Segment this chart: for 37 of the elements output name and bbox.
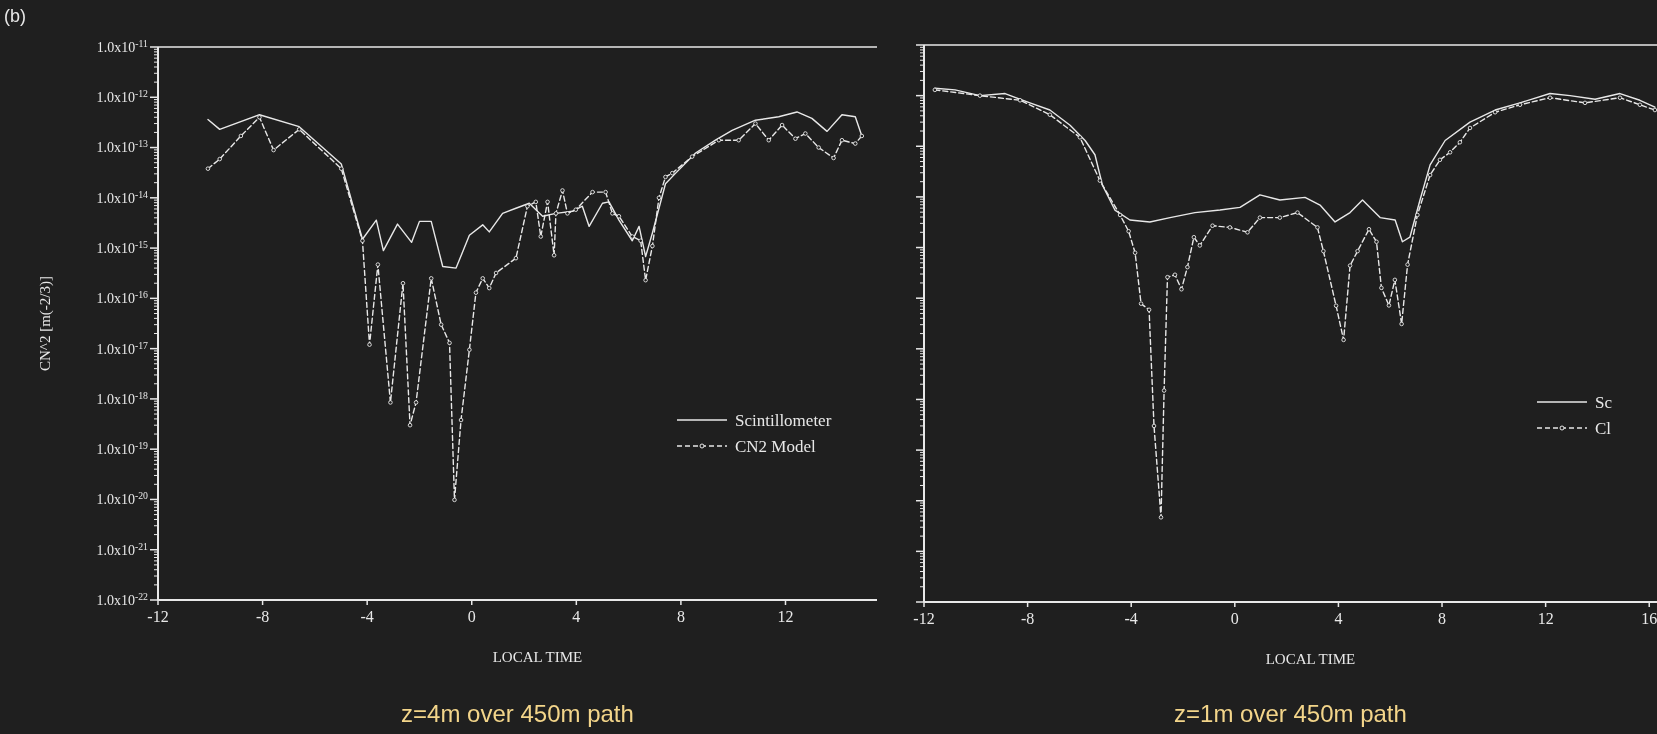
text: (b) (4, 6, 26, 26)
x-tick-label: 16 (1641, 610, 1657, 627)
text: z=1m over 450m path (1174, 700, 1407, 727)
legend-label: Sc (1595, 392, 1613, 412)
x-tick-label: -12 (913, 610, 935, 627)
x-tick-label: 12 (777, 608, 794, 625)
y-tick-label: 1.0x10$^{-22}$ (96, 590, 149, 608)
y-tick-label: 1.0x10$^{-15}$ (96, 238, 149, 256)
x-tick-label: 0 (1230, 610, 1239, 627)
x-tick-label: -12 (147, 608, 169, 625)
x-tick-label: -4 (1124, 610, 1138, 627)
y-tick-label: 1.0x10$^{-13}$ (96, 137, 149, 156)
x-tick-label: -8 (255, 608, 270, 625)
legend-label: Scintillometer (735, 410, 832, 430)
y-tick-label: 1.0x10$^{-20}$ (96, 489, 149, 508)
y-tick-label: 1.0x10$^{-17}$ (96, 339, 149, 357)
x-tick-label: 8 (1438, 610, 1447, 627)
x-tick-label: 4 (1334, 610, 1343, 627)
x-tick-label: -4 (360, 608, 374, 625)
y-tick-label: 1.0x10$^{-19}$ (96, 439, 149, 458)
x-axis-title: LOCAL TIME (1265, 651, 1356, 667)
x-tick-label: 4 (572, 608, 581, 625)
y-tick-label: 1.0x10$^{-12}$ (96, 87, 149, 106)
y-tick-label: 1.0x10$^{-16}$ (96, 288, 149, 307)
y-tick-label: 1.0x10$^{-14}$ (96, 188, 149, 206)
y-axis-title: CN^2 [m(-2/3)] (37, 276, 54, 371)
x-tick-label: -8 (1020, 610, 1035, 627)
y-tick-label: 1.0x10$^{-21}$ (96, 540, 149, 558)
legend-label: CN2 Model (735, 436, 817, 456)
y-tick-label: 1.0x10$^{-11}$ (96, 37, 149, 55)
x-axis-title: LOCAL TIME (492, 649, 583, 665)
x-tick-label: 8 (676, 608, 685, 625)
legend-label: Cl (1595, 418, 1612, 438)
y-tick-label: 1.0x10$^{-18}$ (96, 389, 149, 407)
x-tick-label: 0 (467, 608, 476, 625)
text: z=4m over 450m path (401, 700, 634, 727)
x-tick-label: 12 (1537, 610, 1554, 627)
